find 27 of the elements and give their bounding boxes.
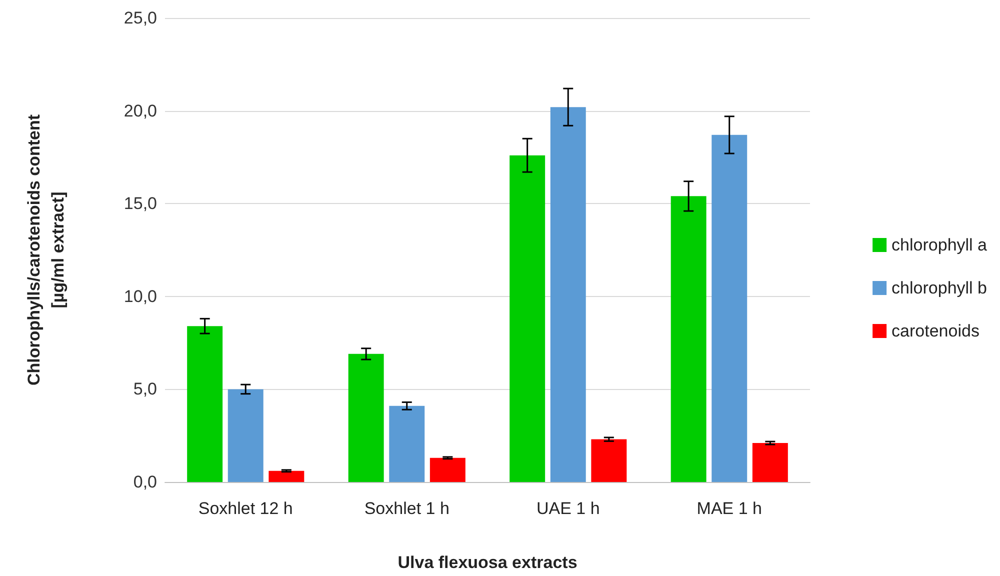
y-tick-label: 25,0 [124,8,157,28]
bar [187,326,223,482]
bar [389,406,425,482]
legend-label: chlorophyll b [892,278,988,298]
x-axis-title: Ulva flexuosa extracts [398,553,578,572]
bar [591,439,627,482]
y-tick-label: 20,0 [124,101,157,120]
y-tick-label: 5,0 [133,380,157,399]
bar [348,354,384,482]
legend-label: carotenoids [892,322,980,340]
bar [430,458,466,482]
y-tick-label: 10,0 [124,286,157,306]
y-tick-label: 15,0 [124,194,157,214]
bar [268,470,304,482]
bar [670,196,706,482]
bar [712,134,748,482]
y-axis-title: Chlorophylls/carotenoids content [µg/ml extract] [24,114,68,386]
bar [752,443,788,482]
y-tick-label: 0,0 [133,472,157,492]
x-tick-label: Soxhlet 1 h [364,499,450,518]
x-tick-label: UAE 1 h [536,499,600,518]
bar [510,155,546,482]
bar [550,107,586,482]
bar [228,389,264,482]
x-tick-label: MAE 1 h [696,499,762,518]
legend-label: chlorophyll a [892,236,988,254]
x-tick-label: Soxhlet 12 h [198,499,293,518]
